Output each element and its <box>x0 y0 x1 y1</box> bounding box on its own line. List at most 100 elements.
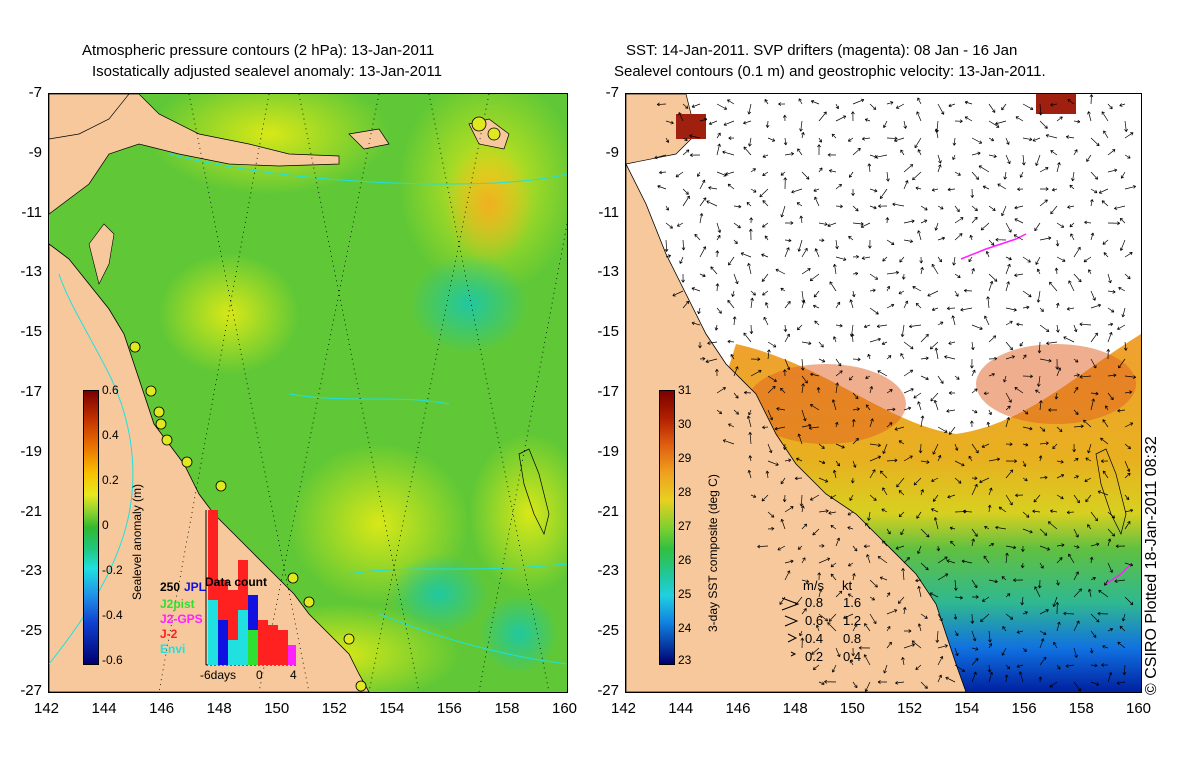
right-title-line1: SST: 14-Jan-2011. SVP drifters (magenta)… <box>626 42 1018 59</box>
velocity-arrow <box>689 134 701 139</box>
velocity-arrow <box>1020 562 1025 569</box>
velocity-arrow <box>995 525 1007 530</box>
velocity-arrow <box>759 188 769 198</box>
velocity-arrow <box>952 256 956 266</box>
velocity-arrow <box>780 205 786 218</box>
left-map-svg <box>49 94 567 692</box>
velocity-arrow <box>963 288 973 293</box>
velocity-arrow <box>743 120 752 125</box>
velocity-arrow <box>1039 187 1049 191</box>
velocity-arrow <box>980 613 990 623</box>
velocity-arrow <box>869 288 876 293</box>
velocity-arrow <box>903 406 912 411</box>
velocity-arrow <box>1114 205 1126 210</box>
velocity-arrow <box>949 526 956 531</box>
velocity-arrow <box>808 426 820 430</box>
velocity-arrow <box>1022 442 1029 447</box>
velocity-arrow <box>898 490 905 496</box>
velocity-arrow <box>835 460 841 467</box>
velocity-arrow <box>987 664 992 673</box>
left-cbar-tick-1: 0.4 <box>102 428 119 442</box>
velocity-arrow <box>1039 638 1045 649</box>
velocity-arrow <box>849 299 854 309</box>
velocity-arrow <box>1090 630 1097 638</box>
velocity-arrow <box>964 116 973 122</box>
velocity-arrow <box>864 623 871 632</box>
velocity-arrow <box>869 273 879 280</box>
velocity-arrow <box>765 470 770 479</box>
velocity-arrow <box>952 154 956 161</box>
velocity-arrow <box>1050 205 1058 215</box>
velocity-arrow <box>867 353 871 360</box>
velocity-arrow <box>1073 358 1079 363</box>
velocity-arrow <box>1070 233 1075 241</box>
velocity-arrow <box>946 409 956 413</box>
velocity-arrow <box>1117 408 1126 413</box>
velocity-arrow <box>761 273 769 282</box>
velocity-arrow <box>761 253 769 258</box>
velocity-arrow <box>1056 543 1065 547</box>
velocity-arrow <box>1069 222 1075 228</box>
velocity-arrow <box>869 188 878 193</box>
velocity-arrow <box>716 387 726 394</box>
velocity-arrow <box>979 477 990 484</box>
velocity-arrow <box>750 357 761 362</box>
velocity-arrow <box>1022 409 1029 415</box>
velocity-arrow <box>1038 103 1043 116</box>
velocity-arrow <box>1107 373 1117 378</box>
velocity-arrow <box>784 358 791 371</box>
velocity-arrow <box>1090 171 1099 180</box>
velocity-arrow <box>886 389 893 394</box>
velocity-arrow <box>750 188 757 193</box>
velocity-arrow <box>799 630 803 637</box>
velocity-arrow <box>818 358 826 363</box>
velocity-arrow <box>1005 664 1011 670</box>
velocity-arrow <box>988 356 998 361</box>
velocity-arrow <box>1116 681 1126 685</box>
velocity-arrow <box>988 372 995 377</box>
velocity-arrow <box>784 247 790 258</box>
velocity-arrow <box>970 420 974 428</box>
velocity-arrow <box>869 337 881 343</box>
velocity-arrow <box>818 222 828 226</box>
left-lat-tick: -27 <box>20 682 42 699</box>
velocity-arrow <box>1090 542 1100 547</box>
velocity-arrow <box>879 576 888 581</box>
velocity-arrow <box>761 494 769 502</box>
right-title-line2: Sealevel contours (0.1 m) and geostrophi… <box>614 63 1046 80</box>
velocity-arrow <box>829 281 837 292</box>
velocity-arrow <box>852 254 859 259</box>
velocity-arrow <box>1050 102 1058 107</box>
velocity-arrow <box>987 504 992 513</box>
velocity-arrow <box>879 188 888 200</box>
left-title-line2: Isostatically adjusted sealevel anomaly:… <box>92 63 442 80</box>
velocity-arrow <box>1107 221 1121 226</box>
velocity-arrow <box>727 299 735 309</box>
velocity-arrow <box>953 579 958 591</box>
velocity-arrow <box>995 237 1007 242</box>
velocity-arrow <box>809 404 820 411</box>
right-cbar-tick-3: 28 <box>678 485 692 499</box>
velocity-arrow <box>1084 220 1092 225</box>
left-cbar-tick-2: 0.2 <box>102 473 119 487</box>
velocity-arrow <box>919 256 924 264</box>
velocity-arrow <box>954 171 961 176</box>
velocity-arrow <box>920 266 924 275</box>
velocity-arrow <box>971 369 976 377</box>
velocity-arrow <box>1121 613 1126 622</box>
velocity-arrow <box>1085 494 1092 503</box>
right-lon-tick: 142 <box>611 700 637 717</box>
velocity-arrow <box>1073 494 1080 504</box>
velocity-arrow <box>849 494 854 501</box>
velocity-arrow <box>971 595 979 599</box>
velocity-arrow <box>827 222 837 227</box>
velocity-arrow <box>1056 426 1063 433</box>
velocity-arrow <box>1124 375 1137 379</box>
velocity-arrow <box>801 300 806 309</box>
velocity-arrow <box>869 386 874 394</box>
velocity-arrow <box>715 368 719 377</box>
velocity-arrow <box>784 458 792 463</box>
velocity-arrow <box>733 392 739 399</box>
velocity-arrow <box>869 307 879 315</box>
vel-row-2-kt: 0.8 <box>843 631 862 646</box>
